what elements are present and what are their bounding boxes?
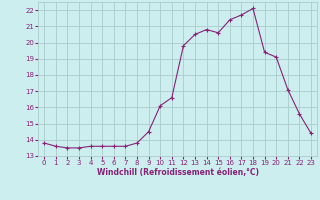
X-axis label: Windchill (Refroidissement éolien,°C): Windchill (Refroidissement éolien,°C): [97, 168, 259, 177]
